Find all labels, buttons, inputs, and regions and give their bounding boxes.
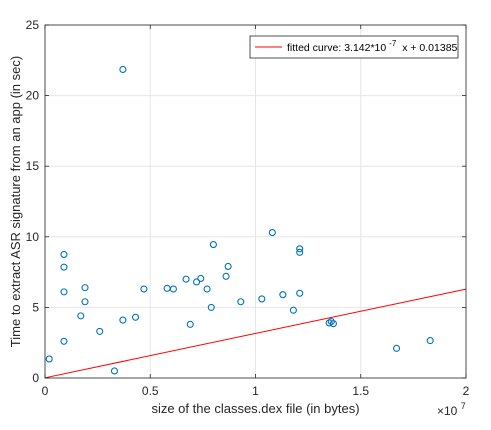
legend-label-a: fitted curve: 3.142*10	[287, 42, 386, 54]
legend: fitted curve: 3.142*10 -7 x + 0.01385	[249, 35, 459, 59]
legend-label-b: x + 0.01385	[402, 42, 457, 54]
data-point	[186, 320, 194, 328]
data-point	[279, 291, 287, 299]
x-tick-label: 0.5	[142, 384, 159, 398]
y-axis-label: Time to extract ASR signature from an ap…	[8, 56, 23, 347]
data-point	[222, 272, 230, 280]
data-point	[296, 289, 304, 297]
data-point	[392, 344, 401, 352]
data-point	[60, 288, 68, 296]
x-tick-labels: 0 0.5 1 1.5 2	[42, 384, 470, 398]
data-point	[140, 285, 148, 293]
x-exponent-base: ×10	[437, 404, 458, 418]
fitted-line	[44, 288, 467, 379]
data-point	[296, 248, 304, 256]
y-tick-label: 25	[26, 18, 40, 32]
data-point	[110, 367, 119, 375]
x-exponent-power: 7	[461, 401, 466, 411]
data-point	[289, 306, 297, 314]
data-point	[60, 337, 68, 345]
data-point	[258, 295, 266, 303]
x-tick-label: 1	[252, 384, 259, 398]
data-point	[325, 319, 333, 327]
data-point	[81, 298, 89, 306]
data-point	[60, 263, 68, 271]
data-point	[60, 250, 68, 258]
data-point	[237, 298, 245, 306]
y-tick-label: 20	[26, 89, 40, 103]
x-axis-exponent: ×10 7	[437, 401, 466, 418]
data-point	[169, 285, 177, 293]
data-point	[193, 278, 201, 286]
y-tick-label: 5	[32, 300, 39, 314]
x-axis-label: size of the classes.dex file (in bytes)	[151, 401, 359, 416]
y-tick-label: 10	[26, 230, 40, 244]
x-tick-label: 2	[463, 384, 470, 398]
legend-label: fitted curve: 3.142*10 -7 x + 0.01385	[287, 37, 458, 54]
data-point	[197, 274, 205, 283]
x-tick-label: 0	[42, 384, 49, 398]
legend-box	[249, 35, 459, 59]
data-point	[182, 275, 190, 283]
data-point	[426, 337, 434, 345]
data-point	[131, 313, 140, 321]
data-point	[119, 316, 127, 324]
data-point	[329, 320, 337, 328]
tick-marks	[44, 24, 467, 379]
y-tick-label: 0	[32, 371, 39, 385]
data-point	[45, 355, 53, 363]
data-point	[209, 241, 217, 249]
data-point	[119, 65, 127, 74]
data-point	[268, 229, 276, 237]
data-point	[296, 245, 304, 253]
data-point	[96, 327, 104, 335]
data-point	[207, 303, 215, 311]
legend-label-exp: -7	[389, 39, 397, 48]
y-tick-label: 15	[26, 159, 40, 173]
data-point	[81, 284, 89, 292]
scatter-points	[45, 65, 434, 375]
data-point	[77, 312, 85, 320]
x-tick-label: 1.5	[352, 384, 369, 398]
y-tick-labels: 0 5 10 15 20 25	[26, 18, 40, 385]
data-point	[224, 262, 232, 271]
data-point	[203, 285, 211, 293]
